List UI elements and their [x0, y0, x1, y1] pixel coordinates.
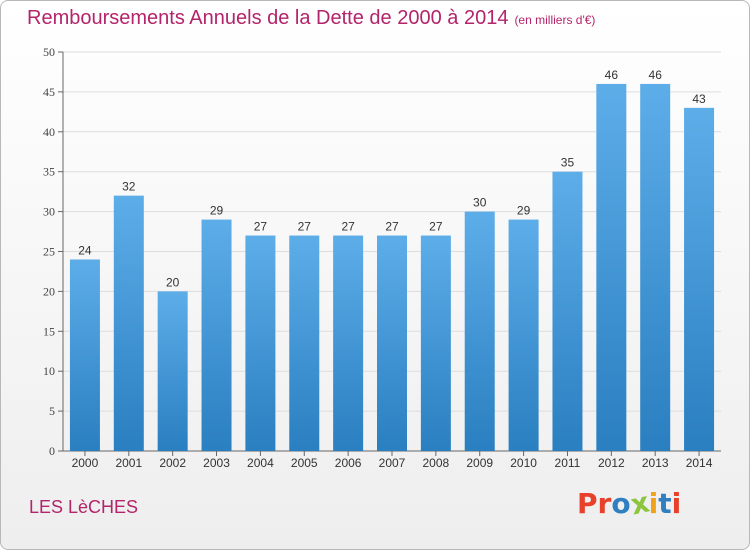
x-tick-label: 2008 — [423, 456, 450, 470]
value-label: 27 — [385, 220, 399, 234]
x-tick-label: 2003 — [203, 456, 230, 470]
x-tick-label: 2007 — [379, 456, 406, 470]
value-label: 46 — [605, 68, 619, 82]
y-tick-label: 20 — [43, 284, 55, 298]
value-label: 24 — [78, 243, 92, 257]
bar-2000 — [69, 259, 100, 451]
x-tick-label: 2011 — [555, 456, 581, 470]
x-tick-label: 2004 — [247, 456, 274, 470]
value-label: 32 — [122, 180, 136, 194]
value-label: 27 — [298, 220, 312, 234]
x-tick-label: 2002 — [159, 456, 186, 470]
value-label: 29 — [517, 204, 531, 218]
y-tick-label: 10 — [43, 364, 55, 378]
logo-letter: o — [611, 487, 631, 520]
title-text: Remboursements Annuels de la Dette de 20… — [27, 7, 509, 29]
y-tick-label: 5 — [49, 404, 55, 418]
y-tick-label: 15 — [43, 324, 55, 338]
y-tick-label: 35 — [43, 165, 55, 179]
value-label: 29 — [210, 204, 224, 218]
bar-2014 — [684, 107, 715, 452]
value-label: 30 — [473, 196, 487, 210]
proxiti-logo: Proxiti — [577, 485, 682, 521]
y-tick-label: 45 — [43, 85, 55, 99]
value-label: 27 — [341, 220, 355, 234]
bar-2010 — [508, 219, 539, 451]
x-tick-label: 2013 — [642, 456, 669, 470]
bar-2004 — [245, 235, 276, 451]
value-label: 20 — [166, 275, 180, 289]
value-label: 27 — [254, 220, 268, 234]
x-tick-label: 2000 — [72, 456, 99, 470]
x-tick-label: 2005 — [291, 456, 318, 470]
title-unit: (en milliers d'€) — [514, 13, 596, 27]
logo-letter: i — [648, 487, 659, 520]
bar-2006 — [333, 235, 364, 451]
labels: 24 2000 32 2001 20 2002 29 2003 27 2004 27 2005 27 20… — [72, 68, 713, 470]
bar-2013 — [640, 83, 671, 452]
y-tick-label: 30 — [43, 205, 55, 219]
commune-name: LES LèCHES — [29, 497, 139, 517]
value-label: 46 — [649, 68, 663, 82]
bar-2008 — [420, 235, 451, 451]
bar-2012 — [596, 83, 627, 452]
bar-2009 — [464, 211, 495, 451]
x-tick-label: 2010 — [510, 456, 537, 470]
y-tick-label: 0 — [49, 444, 55, 458]
logo-letter: t — [658, 487, 672, 520]
bar-2005 — [289, 235, 320, 451]
bar-2002 — [157, 291, 188, 451]
value-label: 43 — [692, 92, 706, 106]
bar-2011 — [552, 171, 583, 451]
x-tick-label: 2001 — [115, 456, 142, 470]
value-label: 27 — [429, 220, 443, 234]
x-tick-label: 2009 — [466, 456, 493, 470]
value-label: 35 — [561, 156, 575, 170]
x-tick-label: 2012 — [598, 456, 625, 470]
logo-letter: P — [577, 487, 598, 520]
bar-2007 — [377, 235, 407, 451]
x-tick-label: 2014 — [686, 456, 713, 470]
y-tick-label: 40 — [43, 125, 55, 139]
logo-letter: r — [597, 487, 612, 520]
bar-2003 — [201, 219, 232, 451]
y-tick-label: 25 — [43, 245, 55, 259]
logo-letter: i — [671, 487, 682, 520]
chart-title: Remboursements Annuels de la Dette de 20… — [27, 7, 595, 30]
bars — [69, 83, 715, 452]
x-tick-label: 2006 — [335, 456, 362, 470]
y-tick-label: 50 — [43, 45, 55, 59]
bar-2001 — [113, 195, 144, 451]
